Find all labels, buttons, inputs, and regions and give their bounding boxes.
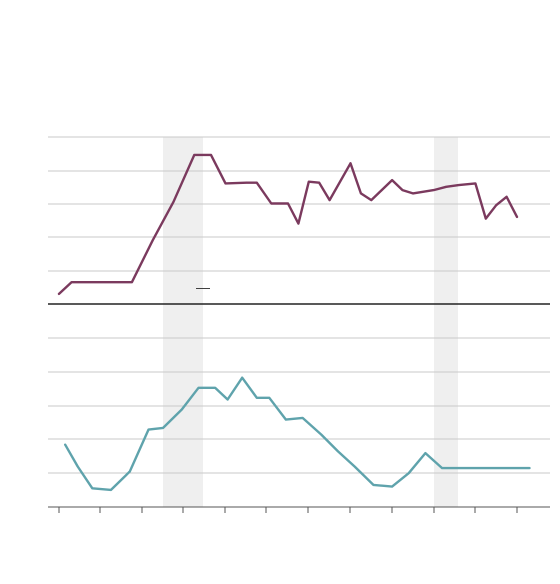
annotations: —	[196, 279, 210, 295]
shaded-band-0	[163, 137, 203, 507]
shaded-band-1	[434, 137, 458, 507]
gridlines	[48, 136, 550, 508]
shaded-periods	[163, 137, 458, 507]
axes	[48, 303, 550, 513]
series-lines	[57, 153, 531, 492]
series-line-0	[57, 153, 519, 296]
series-line-1	[63, 376, 531, 492]
annotation-dash: —	[196, 279, 210, 295]
